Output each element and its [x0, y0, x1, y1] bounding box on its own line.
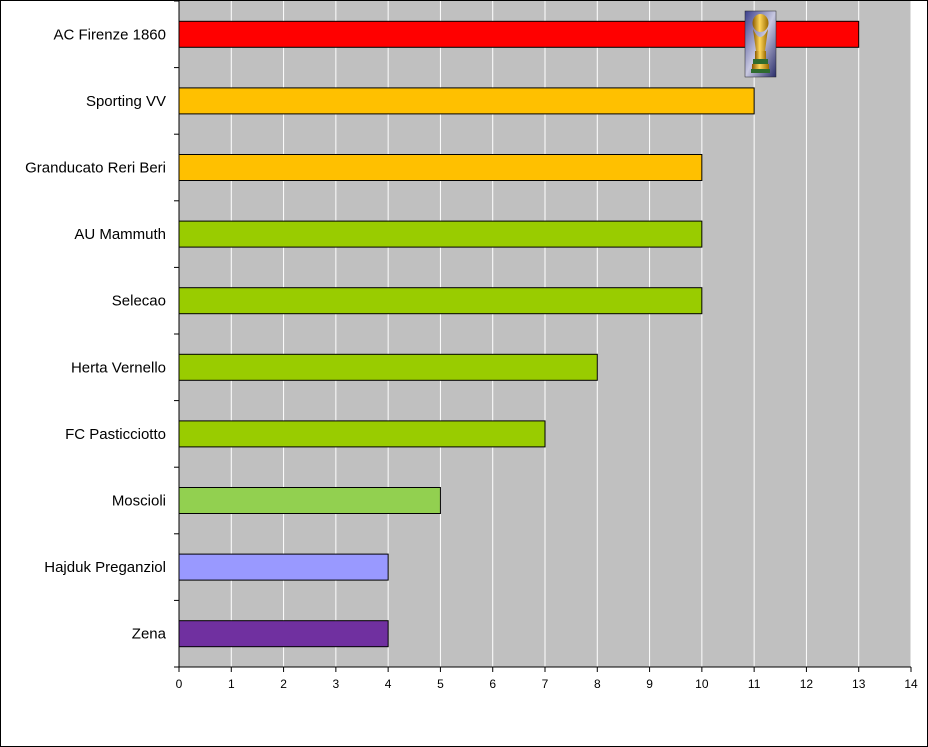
bar-moscioli — [178, 487, 441, 514]
category-label: AC Firenze 1860 — [53, 26, 166, 43]
category-label: Selecao — [112, 293, 166, 310]
category-label: Zena — [132, 626, 167, 643]
bar-granducato-reri-beri — [178, 154, 703, 181]
bar-selecao — [178, 287, 703, 315]
bar-zena — [178, 620, 389, 648]
x-tick-label: 8 — [594, 677, 601, 691]
x-tick-label: 11 — [748, 677, 761, 691]
x-tick-label: 3 — [333, 677, 340, 691]
x-tick-label: 9 — [646, 677, 653, 691]
x-tick-label: 2 — [280, 677, 287, 691]
x-tick-label: 7 — [542, 677, 549, 691]
bar-fc-pasticciotto — [178, 420, 546, 448]
category-label: Herta Vernello — [71, 359, 166, 376]
x-tick-label: 0 — [176, 677, 183, 691]
category-labels: AC Firenze 1860 Sporting VV Granducato Rer… — [25, 26, 167, 642]
category-label: AU Mammuth — [74, 226, 166, 243]
axes — [174, 1, 912, 672]
x-tick-label: 5 — [437, 677, 444, 691]
bar-herta-vernello — [178, 353, 598, 381]
x-tick-label: 10 — [695, 677, 709, 691]
x-tick-label: 13 — [852, 677, 866, 691]
bar-sporting-vv — [178, 87, 755, 115]
tick-labels: 0 1 2 3 4 5 6 7 8 9 10 11 12 13 14 — [176, 677, 918, 691]
category-label: Hajduk Preganziol — [44, 559, 166, 576]
x-tick-label: 1 — [228, 677, 235, 691]
x-tick-label: 12 — [800, 677, 814, 691]
bar-hajduk-preganziol — [178, 553, 389, 581]
category-label: Moscioli — [112, 493, 166, 510]
trophy-icon — [744, 10, 777, 78]
x-tick-label: 4 — [385, 677, 392, 691]
category-label: FC Pasticciotto — [65, 426, 166, 443]
category-label: Granducato Reri Beri — [25, 160, 166, 177]
x-tick-label: 6 — [489, 677, 496, 691]
x-tick-label: 14 — [904, 677, 918, 691]
category-label: Sporting VV — [86, 93, 166, 110]
bar-au-mammuth — [178, 220, 703, 248]
bars — [178, 20, 860, 648]
